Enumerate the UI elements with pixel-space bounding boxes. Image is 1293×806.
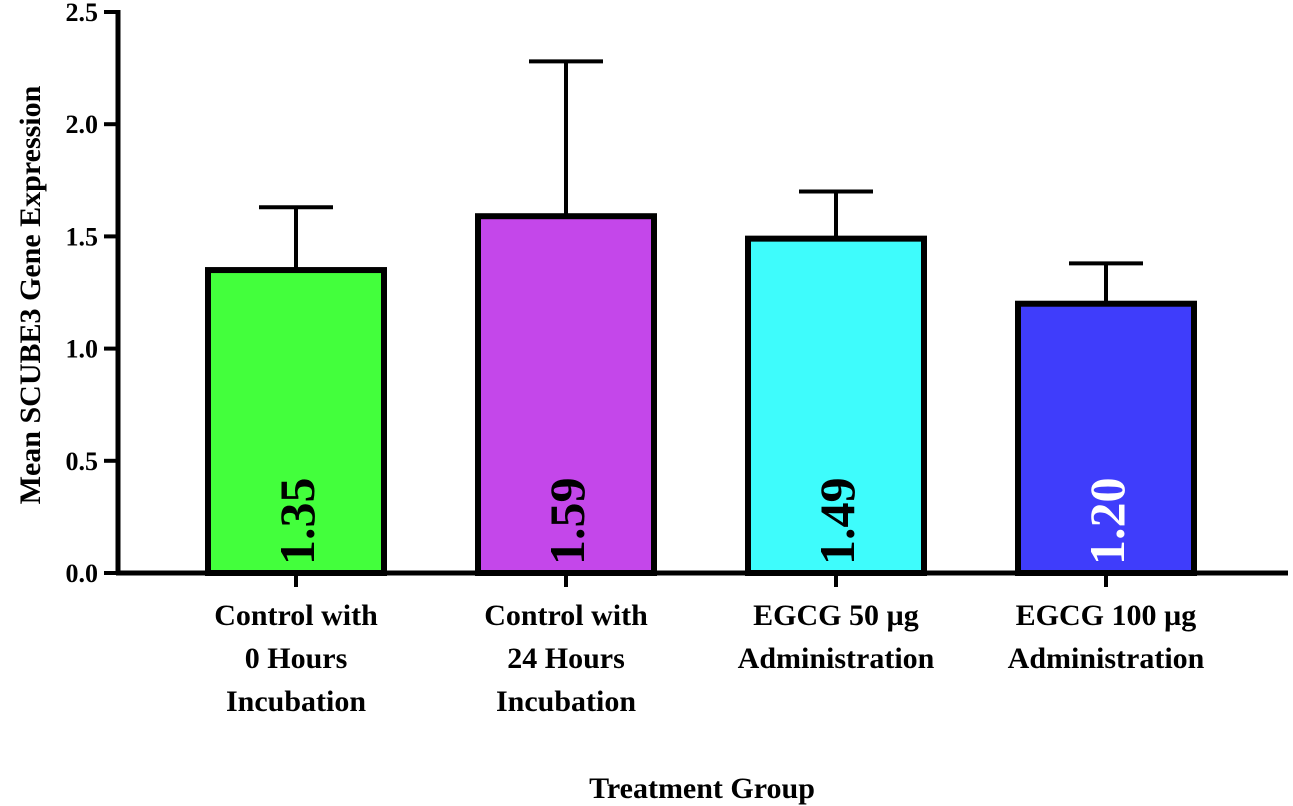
data-label: 1.49: [809, 478, 865, 566]
x-axis-title: Treatment Group: [589, 772, 815, 805]
x-category-label: Administration: [1008, 642, 1205, 675]
bar: [205, 267, 387, 576]
x-category-label: EGCG 50 µg: [753, 599, 919, 632]
labels-layer: 1.35 1.59 1.49 1.20 0.0 0.5 1.0 1.5 2.0 2.5 Contro…: [66, 0, 1205, 718]
y-tick-label: 1.5: [66, 222, 99, 251]
x-category-label: Control with: [484, 599, 648, 632]
y-tick-label: 0.5: [66, 447, 99, 476]
y-tick-label: 0.0: [66, 559, 99, 588]
data-label: 1.59: [539, 478, 595, 566]
data-label: 1.35: [269, 478, 325, 566]
x-category-label: Control with: [214, 599, 378, 632]
bar: [745, 235, 927, 576]
x-category-label: 24 Hours: [507, 642, 625, 675]
x-category-label: 0 Hours: [245, 642, 348, 675]
x-category-label: Incubation: [496, 685, 636, 718]
x-category-label: EGCG 100 µg: [1016, 599, 1197, 632]
x-category-label: Administration: [738, 642, 935, 675]
bars-layer: [205, 59, 1197, 576]
x-category-label: Incubation: [226, 685, 366, 718]
y-tick-label: 1.0: [66, 335, 99, 364]
y-axis-title: Mean SCUBE3 Gene Expression: [14, 85, 47, 504]
axes-layer: [104, 10, 1288, 587]
y-tick-label: 2.5: [66, 0, 99, 27]
bar: [1015, 300, 1197, 576]
data-label: 1.20: [1079, 478, 1135, 566]
y-tick-label: 2.0: [66, 110, 99, 139]
